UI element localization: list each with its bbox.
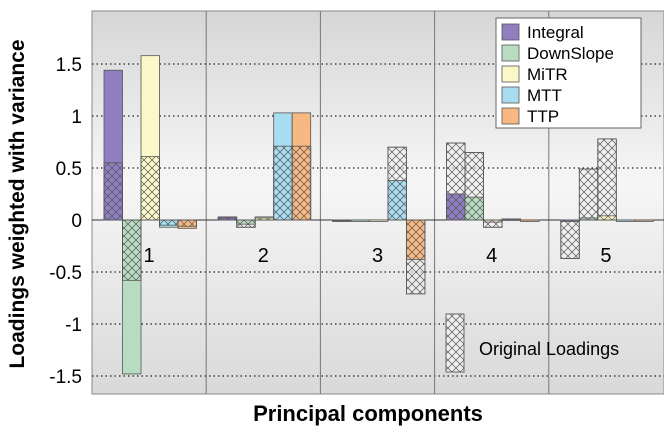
category-label: 3 <box>372 245 383 267</box>
y-tick-label: 0.5 <box>56 159 82 180</box>
original-loading-hatch <box>254 217 275 221</box>
original-loading-hatch <box>122 219 142 281</box>
original-loading-hatch <box>103 162 123 221</box>
category-label: 5 <box>600 245 611 267</box>
original-loading-hatch <box>560 219 580 259</box>
original-loading-hatch <box>446 142 466 221</box>
original-loading-hatch <box>405 219 426 295</box>
legend-label-ttp: TTP <box>527 107 559 126</box>
bar-ttp-4 <box>520 219 540 222</box>
legend-swatch-downslope <box>501 44 520 62</box>
y-tick-labels: -1.5 -1 -0.5 0 0.5 1 1.5 <box>49 55 82 388</box>
original-loading-hatch <box>140 156 160 221</box>
y-axis-label: Loadings weighted with variance <box>6 39 29 368</box>
original-loading-hatch <box>159 219 179 226</box>
legend-label-integral: Integral <box>527 23 584 42</box>
original-loading-hatch <box>177 219 197 227</box>
original-loading-hatch <box>464 151 485 221</box>
original-loading-hatch <box>387 146 407 221</box>
category-label: 1 <box>144 245 155 267</box>
original-loading-hatch <box>578 168 599 221</box>
legend-label-mitr: MiTR <box>527 65 568 84</box>
original-loadings-label: Original Loadings <box>479 339 619 359</box>
bar-mtt-5 <box>615 219 636 222</box>
y-tick-label: 1 <box>71 107 82 128</box>
original-loading-hatch <box>291 145 312 221</box>
legend-label-mtt: MTT <box>527 86 562 105</box>
category-label: 4 <box>486 245 497 267</box>
original-loading-hatch <box>483 219 503 228</box>
y-tick-label: 0 <box>71 211 82 232</box>
y-tick-label: -1.5 <box>49 367 82 388</box>
y-tick-label: -0.5 <box>49 263 82 284</box>
original-loading-hatch <box>597 138 617 221</box>
bar-downslope-3 <box>350 219 370 222</box>
legend-swatch-mitr <box>501 65 520 83</box>
bar-mitr-3 <box>368 219 389 222</box>
bar-ttp-5 <box>634 219 654 222</box>
bars <box>103 55 654 375</box>
y-tick-label: -1 <box>65 315 82 336</box>
original-loading-hatch <box>236 219 256 228</box>
category-label: 2 <box>258 245 269 267</box>
category-labels: 1 2 3 4 5 <box>144 245 612 267</box>
legend-swatch-mtt <box>501 86 520 104</box>
original-loading-hatch <box>331 219 352 222</box>
original-loading-hatch <box>217 217 238 221</box>
legend-box <box>495 17 642 129</box>
original-loadings-swatch-hatch <box>446 314 464 372</box>
legend-swatch-integral <box>501 23 520 41</box>
grid-lines <box>92 63 664 377</box>
original-loading-hatch <box>273 145 293 221</box>
y-tick-label: 1.5 <box>56 55 82 76</box>
legend-label-downslope: DownSlope <box>527 44 614 63</box>
legend: Integral DownSlope MiTR MTT TTP <box>495 17 642 129</box>
original-loading-hatch <box>501 218 522 221</box>
x-axis-label: Principal components <box>253 401 483 426</box>
original-loadings-annotation: Original Loadings <box>445 313 619 373</box>
legend-swatch-ttp <box>501 107 520 125</box>
